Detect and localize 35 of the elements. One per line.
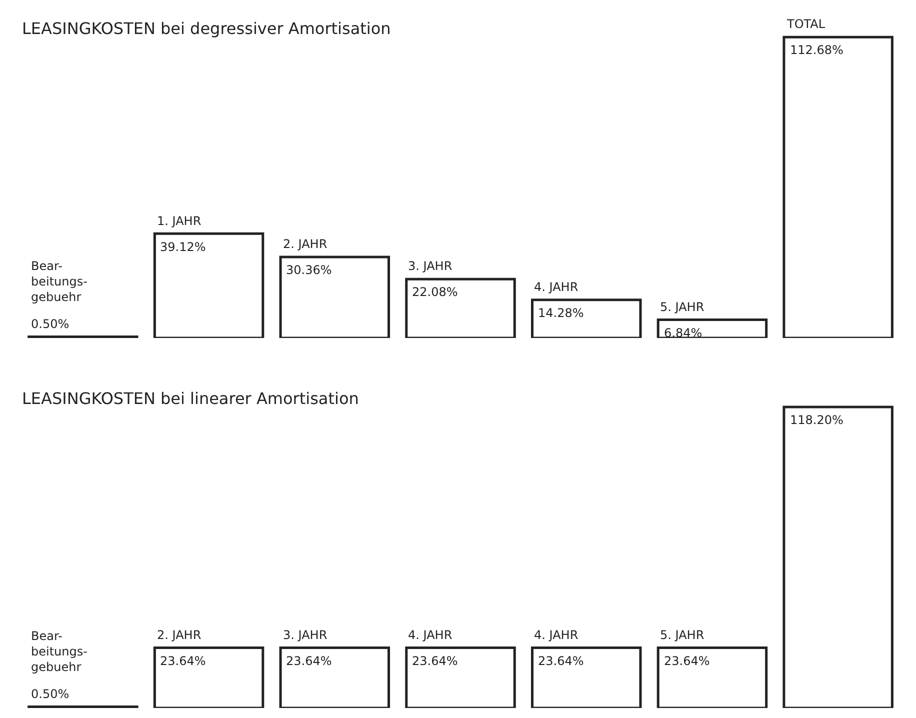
x-tick-label: 1. JAHR	[157, 214, 202, 228]
x-tick-label: TOTAL	[786, 17, 826, 31]
data-label: 23.64%	[664, 654, 710, 668]
data-label: 23.64%	[286, 654, 332, 668]
data-label: 6.84%	[664, 326, 702, 340]
chart-title: LEASINGKOSTEN bei degressiver Amortisation	[22, 19, 391, 38]
x-tick-label: 2. JAHR	[157, 628, 202, 642]
x-tick-label: 4. JAHR	[408, 628, 452, 642]
x-tick-label: Bear- beitungs- gebuehr	[31, 259, 88, 304]
bar	[530, 298, 642, 338]
x-tick-label: 5. JAHR	[660, 300, 704, 314]
bar	[405, 278, 516, 338]
data-label: 23.64%	[160, 654, 206, 668]
x-tick-label: 5. JAHR	[660, 628, 704, 642]
data-label: 14.28%	[538, 306, 584, 320]
data-label: 23.64%	[538, 654, 584, 668]
bar	[656, 318, 768, 338]
x-tick-label: 3. JAHR	[283, 628, 328, 642]
x-tick-label: 2. JAHR	[283, 237, 328, 251]
data-label: 22.08%	[412, 285, 458, 299]
data-label: 112.68%	[790, 43, 844, 57]
data-label: 0.50%	[31, 687, 70, 701]
x-tick-label: 3. JAHR	[408, 259, 452, 273]
bar	[782, 36, 894, 338]
data-label: 0.50%	[31, 317, 70, 331]
x-tick-label: Bear- beitungs- gebuehr	[31, 629, 88, 674]
data-label: 39.12%	[160, 240, 206, 254]
bar	[279, 256, 390, 338]
x-tick-label: 4. JAHR	[534, 280, 578, 294]
data-label: 118.20%	[790, 413, 844, 427]
data-label: 23.64%	[412, 654, 458, 668]
x-tick-label: 4. JAHR	[534, 628, 578, 642]
bar	[153, 232, 264, 338]
data-label: 30.36%	[286, 263, 332, 277]
chart-title: LEASINGKOSTEN bei linearer Amortisation	[22, 389, 359, 408]
